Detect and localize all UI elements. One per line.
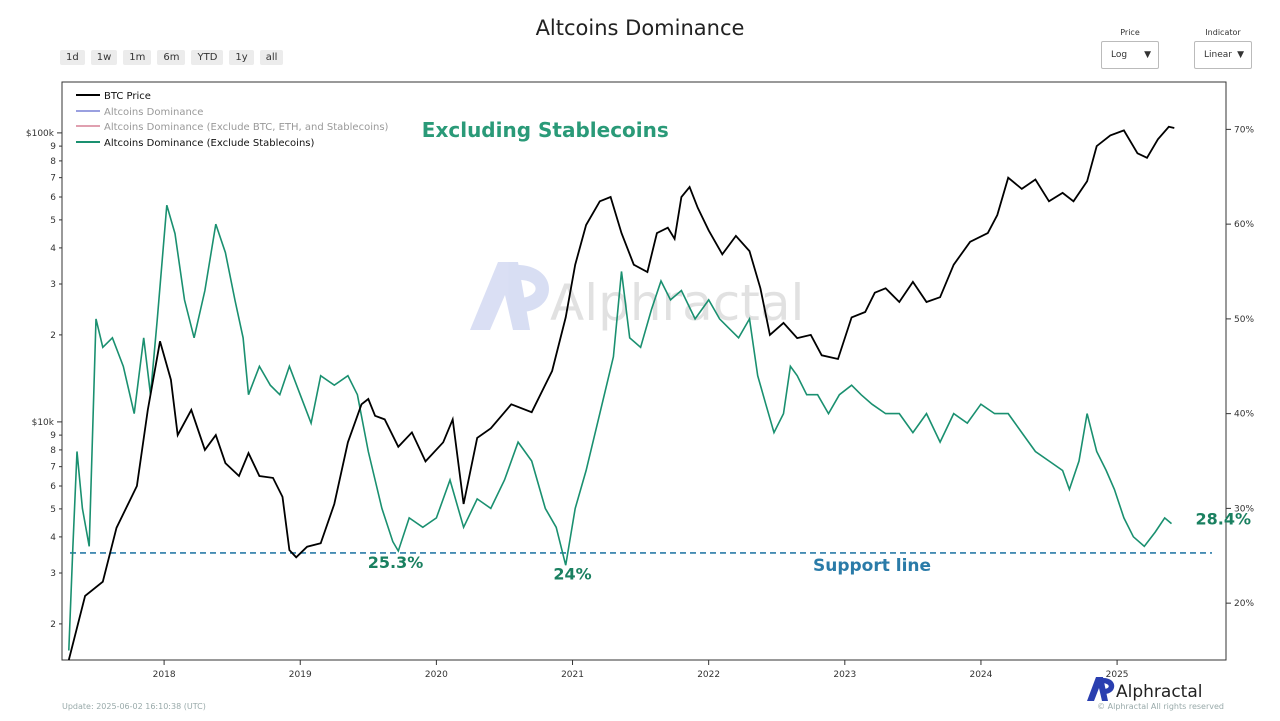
watermark-text: Alphractal — [550, 274, 804, 332]
left-axis-tick-label: $10k — [32, 418, 55, 428]
right-axis-tick-label: 40% — [1234, 410, 1254, 420]
alphractal-logo: Alphractal — [1087, 677, 1202, 702]
annotation-excluding-stablecoins: Excluding Stablecoins — [422, 118, 669, 142]
left-axis-tick-label: $100k — [26, 129, 55, 139]
price-scale-select[interactable]: Log ▼ — [1101, 41, 1159, 69]
x-axis-tick-label: 2020 — [425, 670, 448, 680]
copyright-notice: © Alphractal All rights reserved — [1097, 702, 1224, 711]
chevron-down-icon: ▼ — [1237, 50, 1244, 60]
left-axis-minor-tick-label: 5 — [50, 505, 56, 515]
range-1d-button[interactable]: 1d — [60, 50, 85, 65]
support-line-label: Support line — [813, 556, 931, 576]
range-1w-button[interactable]: 1w — [90, 50, 118, 65]
left-axis-minor-tick-label: 4 — [50, 244, 56, 254]
alphractal-logo-curve-icon — [1101, 677, 1115, 694]
left-axis-minor-tick-label: 2 — [50, 620, 56, 630]
range-1y-button[interactable]: 1y — [229, 50, 254, 65]
legend-item-exclude-stablecoins[interactable]: Altcoins Dominance (Exclude Stablecoins) — [104, 138, 315, 149]
left-axis-minor-tick-label: 7 — [50, 174, 56, 184]
right-axis-tick-label: 50% — [1234, 315, 1254, 325]
range-ytd-button[interactable]: YTD — [191, 50, 224, 65]
indicator-scale-label: Indicator — [1205, 28, 1241, 37]
range-selector: 1d 1w 1m 6m YTD 1y all — [60, 50, 284, 65]
indicator-scale-control: Indicator Linear ▼ — [1194, 28, 1252, 69]
watermark-logo-curve-icon — [512, 264, 550, 312]
x-axis-tick-label: 2022 — [697, 670, 720, 680]
right-axis: 20% 30% 40% 50% 60% 70% — [1226, 125, 1254, 609]
watermark-logo-mark-icon — [470, 262, 530, 330]
x-axis-tick-label: 2023 — [833, 670, 856, 680]
range-1m-button[interactable]: 1m — [123, 50, 152, 65]
series-line-altcoins-dominance-exclude-stablecoins — [68, 204, 1173, 651]
plot-frame — [61, 81, 1227, 661]
left-axis: $10k $100k 2 3 4 5 6 7 8 9 2 3 4 5 6 7 8 9 — [26, 129, 62, 630]
legend-item-exclude-btc-eth-stablecoins[interactable]: Altcoins Dominance (Exclude BTC, ETH, an… — [104, 122, 389, 133]
legend-item-btc-price[interactable]: BTC Price — [104, 91, 151, 102]
x-axis-tick-label: 2019 — [289, 670, 312, 680]
annotation-low-2021: 24% — [553, 564, 591, 583]
range-6m-button[interactable]: 6m — [157, 50, 186, 65]
right-axis-tick-label: 60% — [1234, 220, 1254, 230]
watermark-logo: Alphractal — [470, 262, 804, 332]
x-axis-tick-label: 2025 — [1106, 670, 1129, 680]
indicator-scale-select[interactable]: Linear ▼ — [1194, 41, 1252, 69]
annotation-current-value: 28.4% — [1196, 510, 1252, 529]
annotation-low-2019: 25.3% — [368, 553, 424, 572]
indicator-scale-value: Linear — [1204, 50, 1232, 60]
left-axis-minor-tick-label: 6 — [50, 482, 56, 492]
legend-item-altcoins-dominance[interactable]: Altcoins Dominance — [104, 107, 203, 118]
legend: BTC Price Altcoins Dominance Altcoins Do… — [76, 91, 389, 149]
left-axis-minor-tick-label: 5 — [50, 216, 56, 226]
left-axis-minor-tick-label: 7 — [50, 463, 56, 473]
right-axis-tick-label: 20% — [1234, 599, 1254, 609]
alphractal-logo-text: Alphractal — [1116, 682, 1202, 702]
chevron-down-icon: ▼ — [1144, 50, 1151, 60]
left-axis-minor-tick-label: 3 — [50, 280, 56, 290]
x-axis-tick-label: 2024 — [969, 670, 992, 680]
left-axis-minor-tick-label: 2 — [50, 331, 56, 341]
left-axis-minor-tick-label: 9 — [50, 142, 56, 152]
chart-title: Altcoins Dominance — [535, 16, 745, 40]
right-axis-tick-label: 30% — [1234, 504, 1254, 514]
x-axis-tick-label: 2021 — [561, 670, 584, 680]
price-scale-control: Price Log ▼ — [1101, 28, 1159, 69]
left-axis-minor-tick-label: 8 — [50, 446, 56, 456]
right-axis-tick-label: 70% — [1234, 125, 1254, 135]
left-axis-minor-tick-label: 8 — [50, 157, 56, 167]
left-axis-minor-tick-label: 3 — [50, 569, 56, 579]
price-scale-label: Price — [1120, 28, 1140, 37]
x-axis: 2018 2019 2020 2021 2022 2023 2024 2025 — [153, 660, 1129, 680]
range-all-button[interactable]: all — [259, 50, 284, 65]
left-axis-minor-tick-label: 9 — [50, 431, 56, 441]
update-timestamp: Update: 2025-06-02 16:10:38 (UTC) — [62, 702, 206, 711]
price-scale-value: Log — [1111, 50, 1128, 60]
left-axis-minor-tick-label: 4 — [50, 533, 56, 543]
left-axis-minor-tick-label: 6 — [50, 193, 56, 203]
series-line-btc-price — [67, 125, 1175, 661]
x-axis-tick-label: 2018 — [153, 670, 176, 680]
